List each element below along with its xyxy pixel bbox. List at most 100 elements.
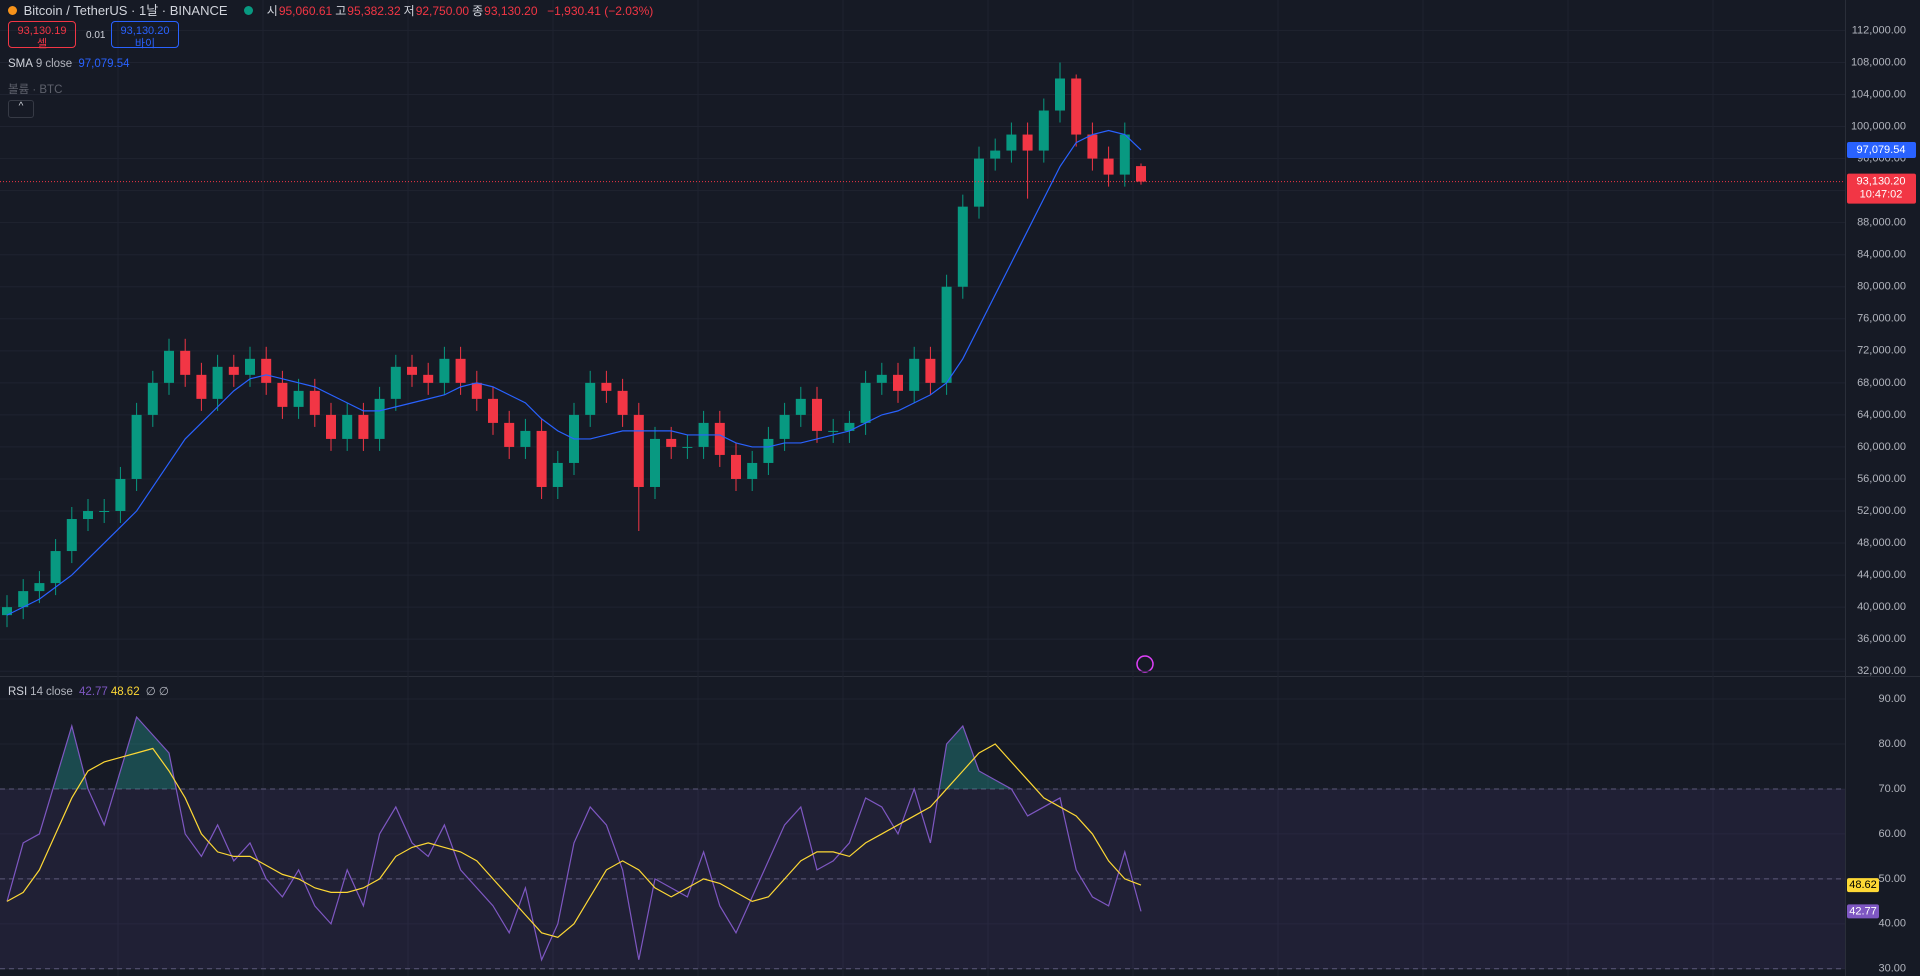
- candle-body: [439, 358, 450, 383]
- candle-body: [731, 454, 741, 479]
- candle-body: [552, 462, 563, 487]
- candle-body: [633, 414, 644, 487]
- sell-button[interactable]: 93,130.19 셀: [8, 21, 76, 50]
- candle-body: [34, 583, 45, 592]
- candle-body: [585, 382, 596, 415]
- candle-body: [1136, 166, 1146, 182]
- candle-body: [358, 414, 369, 439]
- candle-body: [520, 430, 531, 447]
- header: Bitcoin / TetherUS · 1날 · BINANCE 시95,06…: [8, 0, 656, 19]
- candle-body: [1055, 78, 1065, 111]
- ohlc: 시95,060.61 고95,382.32 저92,750.00 종93,130.20: [267, 4, 541, 18]
- candle-body: [1087, 134, 1098, 159]
- candle-body: [180, 350, 191, 375]
- candle-body: [50, 551, 61, 584]
- rsi-source: close: [45, 686, 73, 698]
- rsi-last-box: [1847, 904, 1879, 919]
- candle-body: [990, 150, 1001, 159]
- candle-body: [245, 358, 255, 375]
- candle-body: [83, 511, 93, 520]
- rsi-ma-value: 48.62: [110, 686, 140, 698]
- candle-body: [488, 398, 498, 423]
- candle-body: [66, 519, 77, 552]
- rsi-ma-line: [6, 743, 1142, 938]
- candle-body: [131, 414, 142, 479]
- y-tick-label: 80,000.00: [1857, 281, 1906, 293]
- candle-body: [228, 366, 239, 375]
- y-tick-label: 84,000.00: [1857, 249, 1906, 261]
- candle-body: [147, 382, 158, 415]
- candle-body: [601, 382, 612, 391]
- rsi-legend: RSI 14 close 42.77 48.62 ∅ ∅: [8, 684, 172, 698]
- sma-source: close: [45, 58, 73, 70]
- candle-body: [390, 366, 401, 399]
- y-tick-label: 48,000.00: [1857, 537, 1906, 549]
- y-tick-label: 56,000.00: [1857, 473, 1906, 485]
- candle-body: [455, 358, 466, 383]
- candle-body: [909, 358, 920, 391]
- ohlc-value: 93,130.20: [484, 4, 538, 18]
- candle-body: [261, 358, 272, 383]
- buy-button[interactable]: 93,130.20 바이: [111, 21, 179, 50]
- last-price-label: 93,130.20: [1857, 175, 1906, 187]
- y-tick-label: 60.00: [1878, 828, 1906, 840]
- coin-icon: [8, 6, 17, 15]
- candle-body: [423, 374, 434, 383]
- rsi-extra: ∅: [158, 686, 169, 698]
- sell-price: 93,130.19: [17, 25, 67, 37]
- candle-body: [1038, 110, 1049, 151]
- y-tick-label: 76,000.00: [1857, 313, 1906, 325]
- candle-body: [941, 286, 952, 383]
- spread: 0.01: [86, 30, 106, 41]
- rsi-last-box: [1847, 878, 1879, 893]
- y-tick-label: 36,000.00: [1857, 633, 1906, 645]
- rsi-last-label: 48.62: [1849, 879, 1877, 891]
- candle-body: [504, 422, 515, 447]
- candle-body: [407, 366, 417, 375]
- y-tick-label: 88,000.00: [1857, 217, 1906, 229]
- y-tick-label: 60,000.00: [1857, 441, 1906, 453]
- y-tick-label: 104,000.00: [1851, 88, 1906, 100]
- ohlc-label: 고: [335, 4, 347, 18]
- candle-body: [747, 462, 758, 479]
- y-tick-label: 90.00: [1878, 693, 1906, 705]
- candle-body: [828, 430, 839, 432]
- sma-length: 9: [35, 58, 43, 70]
- lightning-icon[interactable]: [1136, 655, 1154, 673]
- candle-body: [666, 438, 677, 447]
- candle-body: [1071, 78, 1082, 135]
- collapse-button[interactable]: ^: [8, 100, 34, 118]
- y-tick-label: 30.00: [1878, 963, 1906, 975]
- sma-legend: SMA 9 close 97,079.54: [8, 58, 133, 70]
- candle-body: [795, 398, 806, 415]
- candle-body: [779, 414, 790, 439]
- candle-body: [763, 438, 774, 463]
- candle-body: [374, 398, 385, 439]
- candle-body: [293, 390, 304, 407]
- market-dot: [244, 6, 254, 15]
- candle-body: [844, 422, 855, 431]
- candle-body: [812, 398, 822, 431]
- overbought-fill: [7, 717, 1141, 789]
- y-tick-label: 112,000.00: [1852, 24, 1906, 36]
- buy-price: 93,130.20: [120, 25, 170, 37]
- ohlc-label: 저: [403, 4, 415, 18]
- sell-label: 셀: [36, 38, 48, 50]
- candle-body: [2, 607, 12, 616]
- y-tick-label: 52,000.00: [1857, 505, 1906, 517]
- candle-body: [18, 591, 29, 608]
- sma-name: SMA: [8, 58, 33, 70]
- candle-body: [974, 158, 984, 207]
- y-tick-label: 108,000.00: [1851, 56, 1906, 68]
- candle-body: [309, 390, 320, 415]
- candle-body: [1119, 134, 1130, 175]
- ohlc-label: 종: [472, 4, 484, 18]
- y-tick-label: 32,000.00: [1857, 665, 1906, 677]
- sma-value: 97,079.54: [78, 58, 130, 70]
- candle-body: [196, 374, 207, 399]
- candle-body: [876, 374, 887, 383]
- candle-body: [617, 390, 628, 415]
